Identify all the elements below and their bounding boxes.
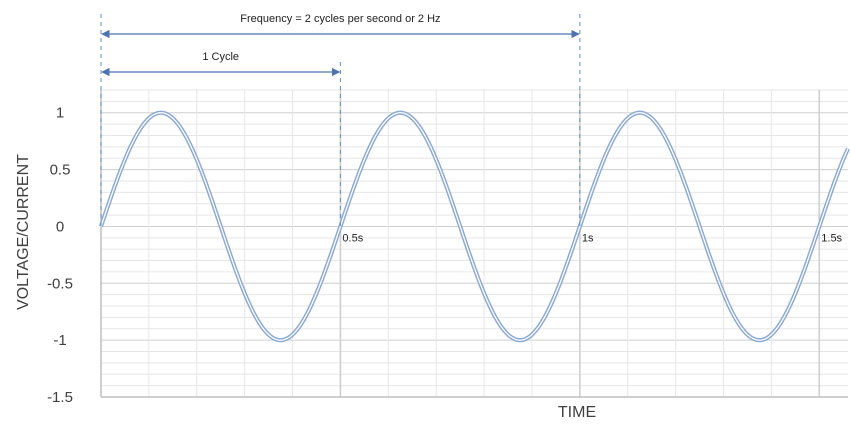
y-tick-label: 0 bbox=[56, 218, 64, 235]
y-axis: 1 0.5 0 -0.5 -1 -1.5 bbox=[47, 105, 73, 406]
y-axis-title: VOLTAGE/CURRENT bbox=[15, 154, 32, 310]
time-marker-label: 0.5s bbox=[342, 232, 363, 244]
annotation-label: Frequency = 2 cycles per second or 2 Hz bbox=[240, 13, 440, 25]
annotations: Frequency = 2 cycles per second or 2 Hz 1… bbox=[100, 13, 581, 230]
sine-wave-line bbox=[100, 112, 849, 341]
annotation-label: 1 Cycle bbox=[202, 51, 239, 63]
x-axis-title: TIME bbox=[558, 404, 596, 421]
time-markers: 0.5s 1s 1.5s bbox=[342, 232, 842, 244]
y-tick-label: -1 bbox=[53, 332, 66, 349]
y-tick-label: -1.5 bbox=[47, 389, 73, 406]
sine-wave bbox=[99, 110, 850, 343]
y-tick-label: 0.5 bbox=[50, 162, 71, 179]
time-marker-label: 1s bbox=[582, 232, 594, 244]
y-tick-label: 1 bbox=[56, 105, 64, 122]
y-tick-label: -0.5 bbox=[47, 275, 73, 292]
plot-grid bbox=[100, 89, 848, 398]
time-marker-label: 1.5s bbox=[821, 232, 842, 244]
